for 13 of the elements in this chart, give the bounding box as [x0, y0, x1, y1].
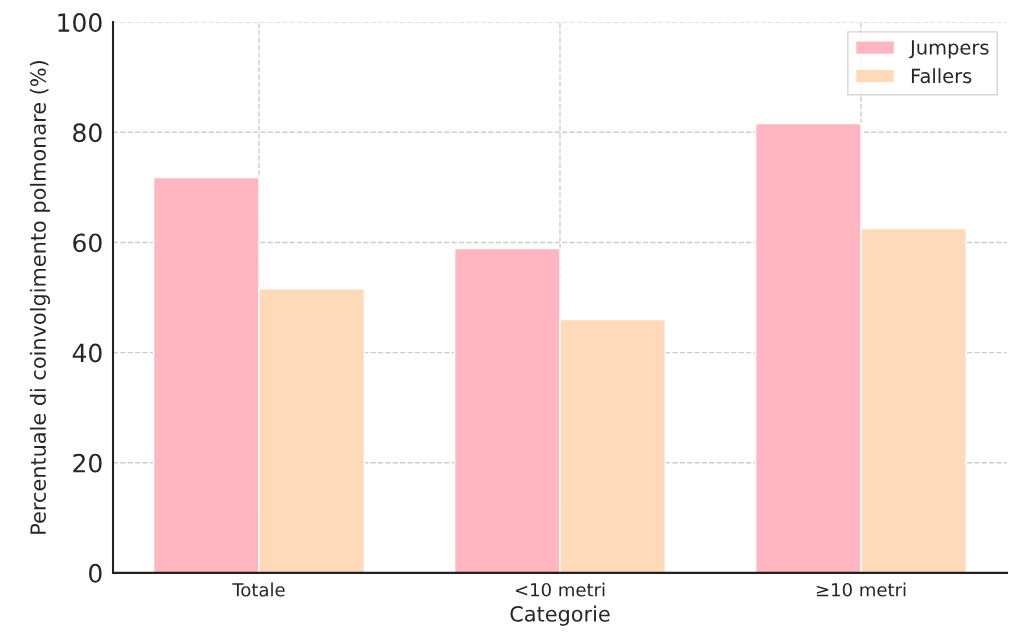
- y-tick-label: 0: [89, 563, 102, 583]
- x-tick-label: ≥10 metri: [816, 582, 906, 597]
- y-tick-label: 60: [73, 233, 102, 253]
- y-tick-label: 80: [73, 123, 102, 143]
- y-tick-label: 100: [58, 13, 102, 33]
- y-axis-title: Percentuale di coinvolgimento polmonare (%): [29, 61, 51, 534]
- legend-label: Jumpers: [909, 40, 989, 59]
- x-axis-title: Categorie: [510, 605, 610, 626]
- x-tick-label: Totale: [232, 582, 285, 597]
- y-tick-label: 20: [73, 453, 102, 473]
- x-tick-label: <10 metri: [515, 582, 605, 597]
- y-tick-label: 40: [72, 343, 102, 363]
- legend-label: Fallers: [911, 68, 972, 84]
